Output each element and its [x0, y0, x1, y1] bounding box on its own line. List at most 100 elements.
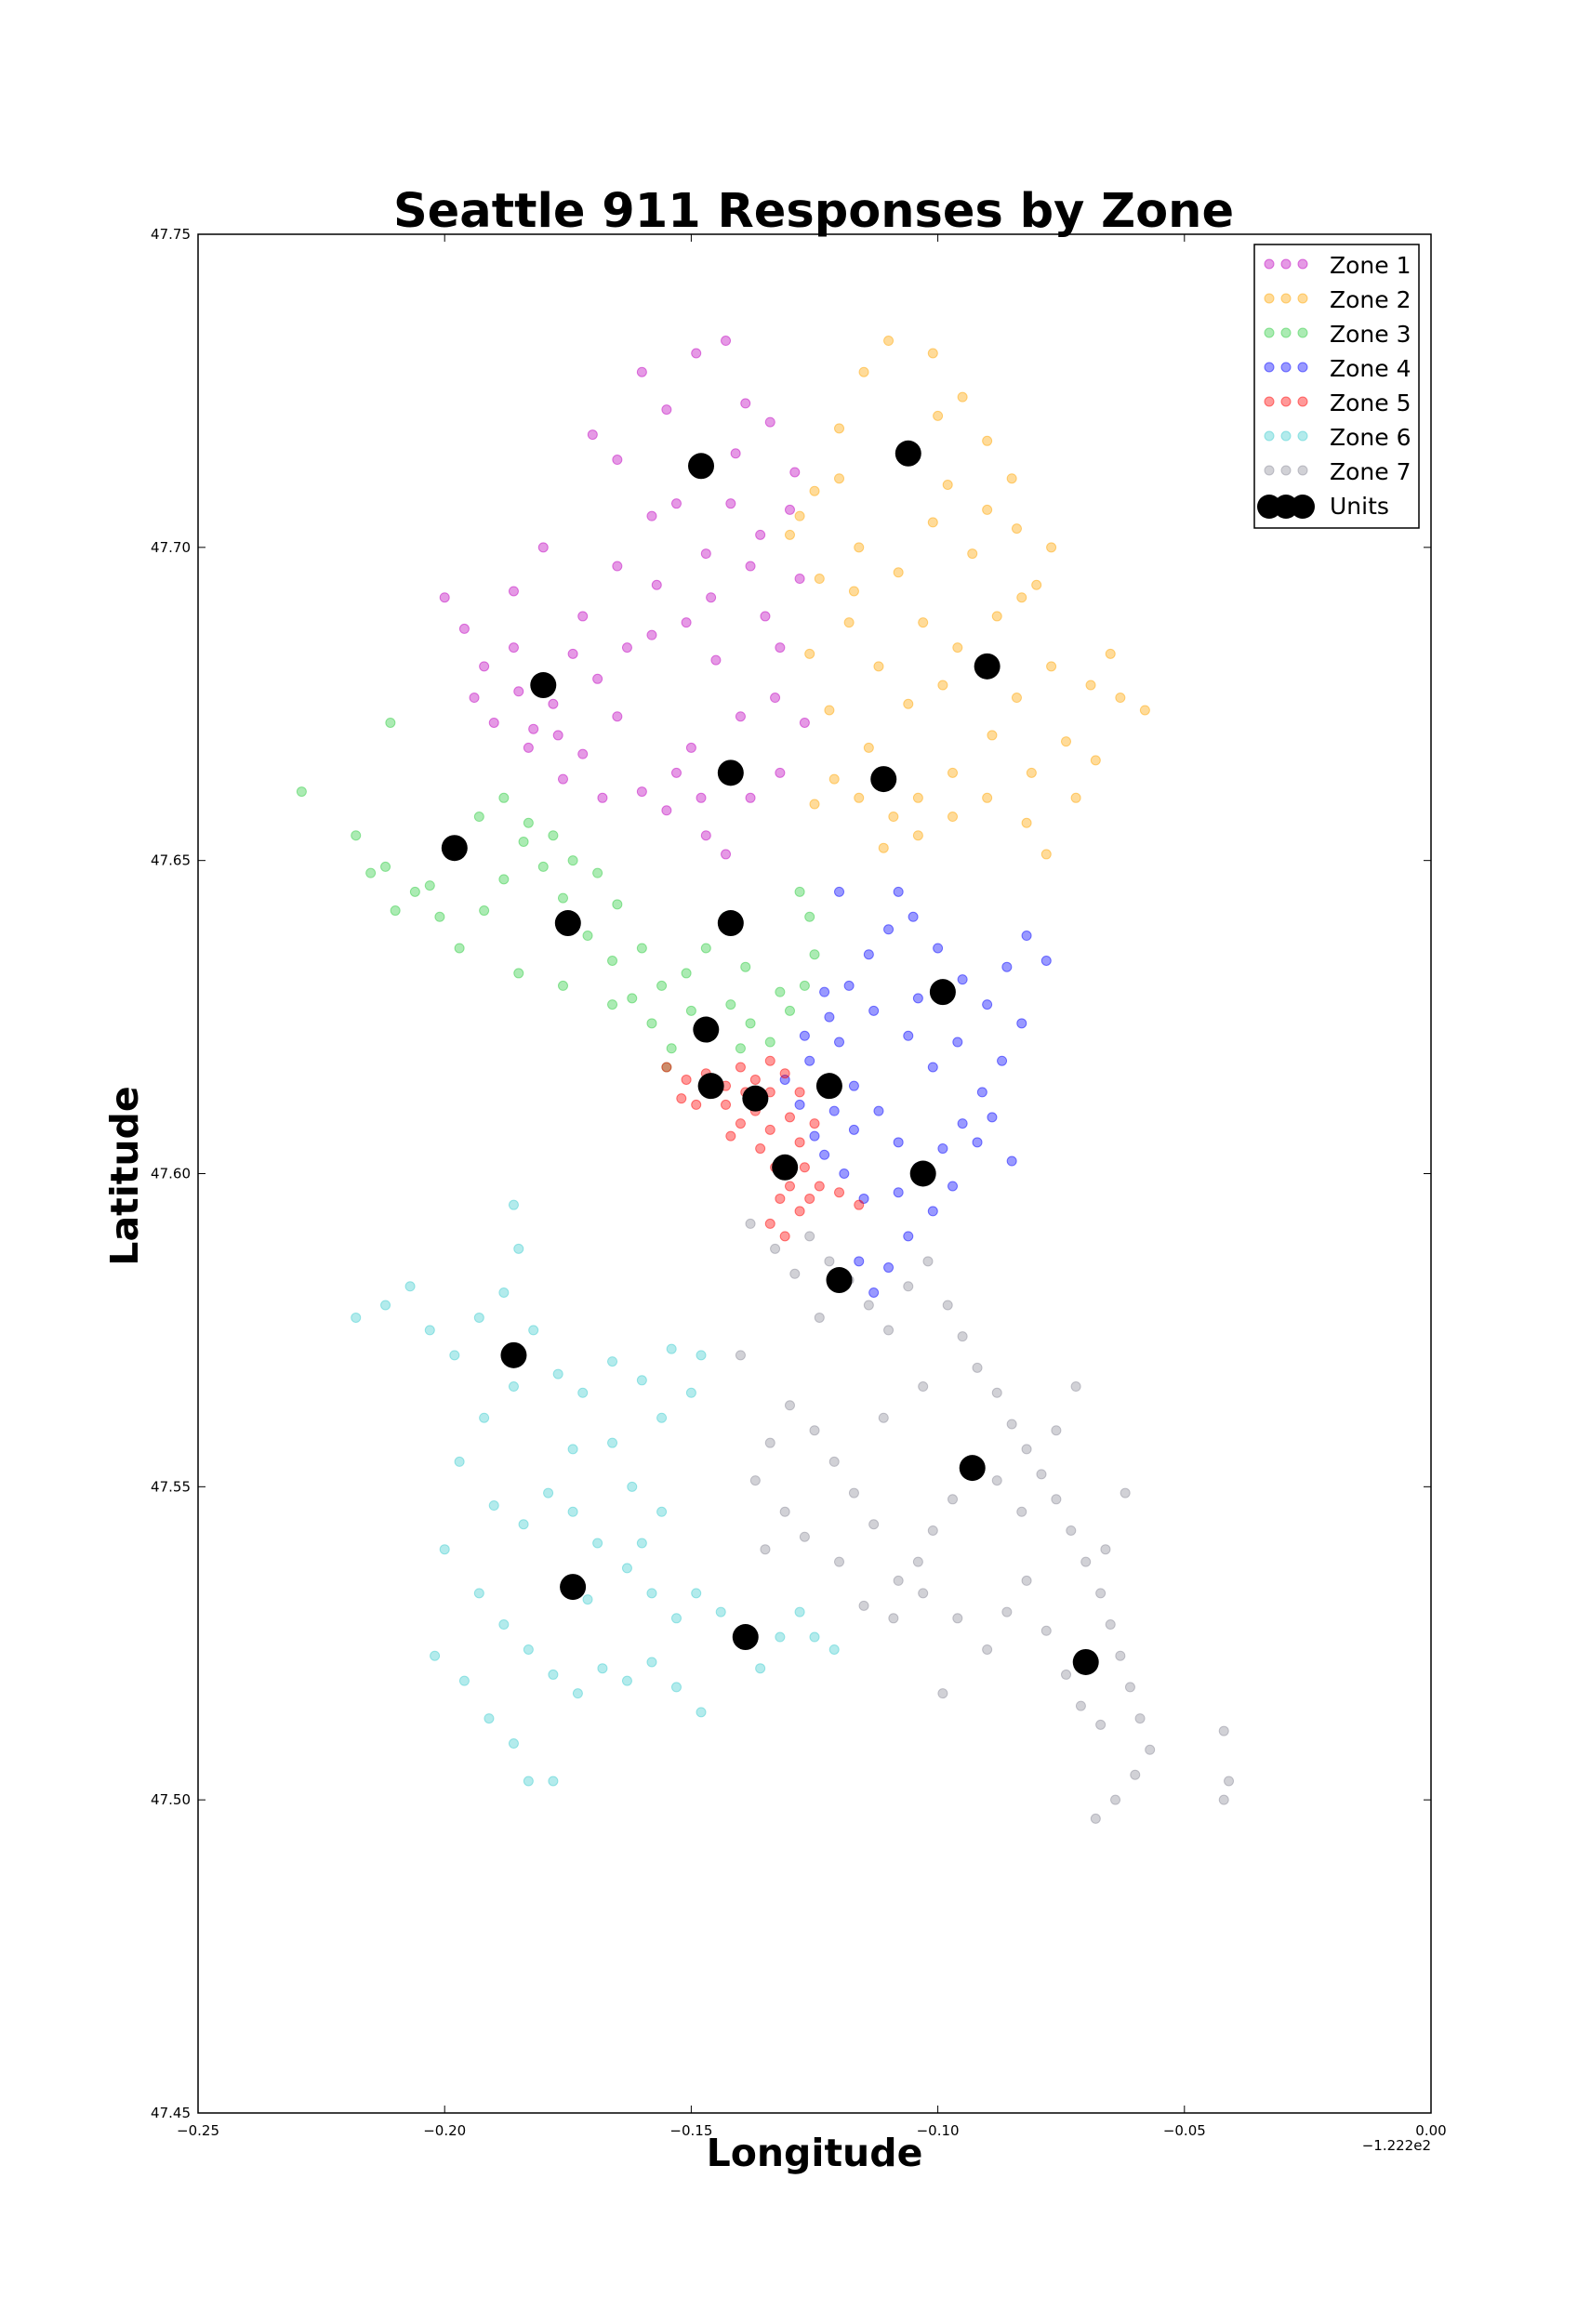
data-point [607, 1437, 618, 1448]
y-tick-label: 47.70 [151, 539, 191, 556]
data-point [498, 874, 510, 885]
data-point [730, 448, 741, 459]
data-point [681, 617, 692, 628]
data-point [479, 905, 490, 917]
x-axis-title: Longitude [707, 2131, 923, 2175]
data-point [888, 812, 899, 823]
data-point [557, 980, 568, 991]
data-point [498, 1619, 510, 1631]
data-point [572, 1688, 583, 1699]
data-point [685, 1005, 696, 1016]
data-point [567, 1444, 578, 1455]
data-point [952, 1037, 963, 1048]
data-point [612, 561, 623, 572]
data-point [508, 1738, 519, 1750]
legend-marker [1264, 327, 1275, 338]
data-point [948, 767, 959, 778]
data-point [982, 504, 993, 515]
unit-marker [554, 910, 581, 937]
data-point [764, 1037, 775, 1048]
data-point [473, 1588, 484, 1599]
data-point [469, 693, 480, 704]
y-tick-label: 47.75 [151, 226, 191, 243]
x-tick-label: −0.20 [423, 2122, 466, 2139]
data-point [725, 999, 736, 1010]
data-point [893, 1137, 904, 1148]
data-point [749, 1475, 761, 1486]
data-point [828, 1644, 840, 1655]
data-point [982, 1644, 993, 1655]
data-point [868, 1005, 880, 1016]
data-point [1224, 1776, 1235, 1787]
data-point [537, 542, 549, 553]
data-point [488, 1500, 499, 1512]
data-point [991, 1387, 1002, 1398]
data-point [670, 498, 682, 509]
data-point [582, 931, 593, 942]
series-7 [735, 1218, 1235, 1824]
data-point [957, 391, 968, 403]
legend-marker [1280, 430, 1292, 442]
unit-marker [895, 440, 921, 467]
data-point [819, 986, 830, 997]
data-point [661, 404, 672, 416]
data-point [380, 861, 391, 872]
data-point [814, 1312, 825, 1323]
x-axis-offset-label: −1.222e2 [1362, 2137, 1431, 2154]
data-point [621, 1675, 632, 1686]
data-point [937, 680, 948, 691]
data-point [691, 1099, 702, 1110]
data-point [745, 792, 756, 803]
data-point [557, 892, 568, 904]
data-point [612, 711, 623, 722]
legend-marker [1264, 396, 1275, 407]
data-point [681, 968, 692, 979]
data-point [927, 348, 938, 359]
data-point [458, 1675, 470, 1686]
data-point [784, 1400, 795, 1411]
unit-marker [959, 1455, 986, 1482]
data-point [656, 1412, 668, 1423]
data-point [982, 435, 993, 446]
data-point [666, 1343, 677, 1354]
data-point [839, 1169, 850, 1179]
data-point [775, 767, 786, 778]
data-point [854, 1199, 865, 1210]
data-point [390, 905, 401, 917]
data-point [612, 455, 623, 466]
unit-marker [717, 759, 744, 786]
data-point [473, 1312, 484, 1323]
data-point [656, 1506, 668, 1517]
data-point [760, 611, 771, 622]
y-tick-label: 47.60 [151, 1166, 191, 1182]
data-point [567, 648, 578, 659]
data-point [1021, 817, 1032, 828]
data-point [597, 1663, 608, 1674]
data-point [883, 1325, 895, 1336]
data-point [700, 943, 711, 954]
data-point [721, 336, 732, 347]
data-point [828, 1456, 840, 1467]
data-point [439, 1544, 450, 1555]
data-point [479, 661, 490, 672]
legend-marker [1280, 327, 1292, 338]
data-point [912, 792, 923, 803]
data-point [848, 1487, 859, 1499]
unit-marker [929, 979, 956, 1006]
data-point [1016, 592, 1027, 603]
data-point [794, 1137, 805, 1148]
data-point [824, 1011, 835, 1023]
data-point [627, 1481, 638, 1492]
data-point [760, 1544, 771, 1555]
data-point [1145, 1744, 1156, 1755]
data-point [597, 792, 608, 803]
data-point [1021, 931, 1032, 942]
data-point [666, 1043, 677, 1054]
data-point [893, 1187, 904, 1198]
data-point [715, 1606, 726, 1618]
unit-marker [530, 672, 557, 699]
data-point [883, 336, 895, 347]
data-point [942, 1300, 953, 1311]
data-point [878, 1412, 889, 1423]
data-point [804, 911, 815, 922]
